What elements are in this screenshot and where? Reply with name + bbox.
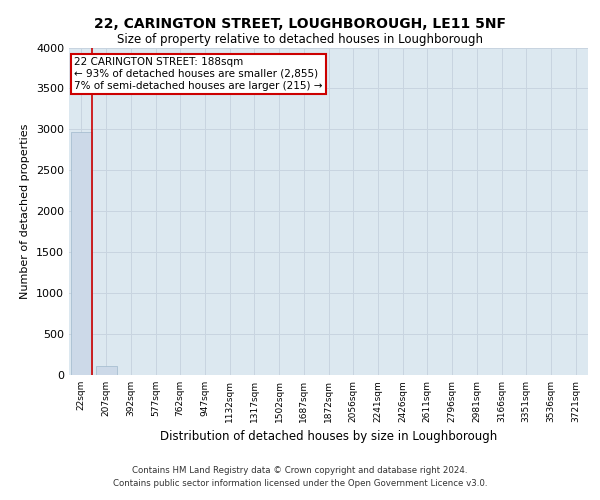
Y-axis label: Number of detached properties: Number of detached properties: [20, 124, 31, 299]
Text: Size of property relative to detached houses in Loughborough: Size of property relative to detached ho…: [117, 32, 483, 46]
Text: 22, CARINGTON STREET, LOUGHBOROUGH, LE11 5NF: 22, CARINGTON STREET, LOUGHBOROUGH, LE11…: [94, 18, 506, 32]
Bar: [71, 132, 92, 375]
Text: Contains HM Land Registry data © Crown copyright and database right 2024.
Contai: Contains HM Land Registry data © Crown c…: [113, 466, 487, 487]
Bar: [95, 366, 116, 375]
Text: 22 CARINGTON STREET: 188sqm
← 93% of detached houses are smaller (2,855)
7% of s: 22 CARINGTON STREET: 188sqm ← 93% of det…: [74, 58, 323, 90]
X-axis label: Distribution of detached houses by size in Loughborough: Distribution of detached houses by size …: [160, 430, 497, 444]
